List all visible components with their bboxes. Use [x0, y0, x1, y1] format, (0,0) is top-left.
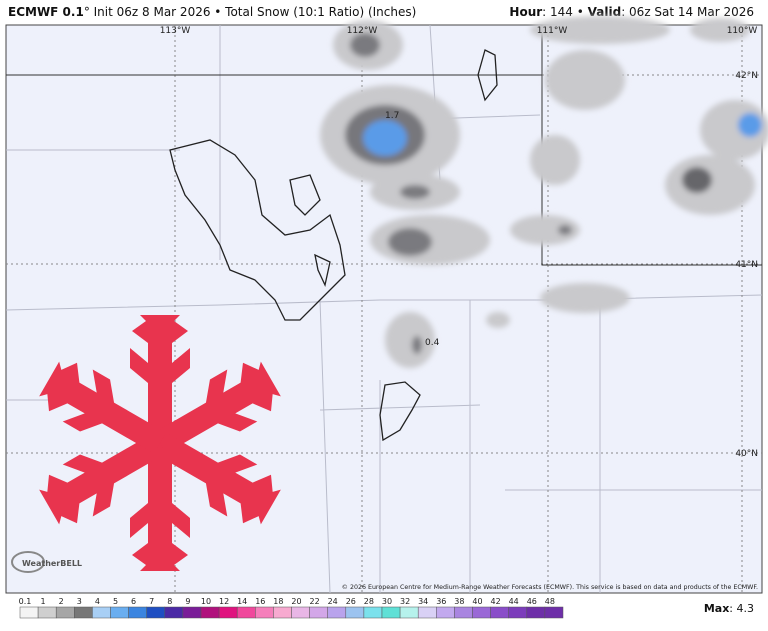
- legend-swatch: [363, 606, 383, 619]
- legend-label: 4: [95, 597, 100, 606]
- legend-swatch: [273, 606, 292, 619]
- legend-label: 12: [219, 597, 229, 606]
- legend-swatch: [146, 606, 166, 619]
- legend-swatch: [110, 606, 129, 619]
- legend-swatch: [490, 606, 509, 619]
- copyright: © 2026 European Centre for Medium-Range …: [342, 583, 758, 591]
- legend-swatch: [544, 606, 564, 619]
- legend-label: 9: [185, 597, 190, 606]
- logo-text: WeatherBELL: [22, 559, 82, 568]
- legend-label: 8: [167, 597, 172, 606]
- lon-label: 112°W: [347, 26, 378, 36]
- legend-swatch: [508, 606, 528, 619]
- legend-swatch: [236, 606, 256, 619]
- legend-label: 1: [41, 597, 46, 606]
- legend: 0.1 1 2 3 4 5 6 7 8 9 10 12 14 16 18 20 22 24 26 28 30 32 34 36…: [19, 597, 564, 619]
- legend-swatch: [327, 606, 347, 619]
- legend-swatch: [164, 606, 184, 619]
- legend-label: 18: [273, 597, 283, 606]
- legend-swatch: [37, 606, 57, 619]
- legend-swatch: [19, 606, 39, 619]
- legend-swatch: [454, 606, 473, 619]
- lon-label: 113°W: [160, 26, 191, 36]
- legend-label: 14: [237, 597, 247, 606]
- lake-outlines: [169, 49, 498, 442]
- valid-value: : 06z Sat 14 Mar 2026: [621, 5, 754, 19]
- legend-swatch: [55, 606, 75, 619]
- legend-label: 40: [472, 597, 482, 606]
- legend-swatch: [255, 606, 274, 619]
- legend-swatch: [526, 606, 546, 619]
- legend-label: 3: [77, 597, 82, 606]
- legend-label: 34: [418, 597, 428, 606]
- legend-label: 42: [491, 597, 501, 606]
- legend-swatch: [309, 606, 328, 619]
- legend-swatch: [436, 606, 455, 619]
- legend-label: 5: [113, 597, 118, 606]
- snow-field: [320, 16, 768, 368]
- legend-label: 28: [364, 597, 374, 606]
- lon-label: 111°W: [537, 26, 568, 36]
- legend-swatch: [200, 606, 220, 619]
- legend-label: 38: [454, 597, 464, 606]
- legend-swatch: [218, 606, 238, 619]
- value-label: 0.4: [425, 338, 440, 348]
- legend-label: 20: [291, 597, 301, 606]
- lat-label: 40°N: [735, 449, 758, 459]
- legend-swatch: [345, 606, 365, 619]
- legend-label: 48: [545, 597, 555, 606]
- legend-label: 44: [509, 597, 519, 606]
- legend-swatch: [399, 606, 419, 619]
- legend-label: 16: [255, 597, 265, 606]
- legend-swatch: [182, 606, 202, 619]
- header-right: Hour: 144 • Valid: 06z Sat 14 Mar 2026: [509, 0, 754, 24]
- legend-label: 30: [382, 597, 392, 606]
- legend-label: 2: [59, 597, 64, 606]
- lat-label: 41°N: [735, 260, 758, 270]
- value-label: 1.7: [385, 111, 399, 121]
- legend-label: 36: [436, 597, 446, 606]
- legend-label: 22: [310, 597, 320, 606]
- legend-label: 10: [201, 597, 211, 606]
- valid-label: Valid: [587, 5, 622, 19]
- legend-label: 26: [346, 597, 356, 606]
- legend-label: 0.1: [19, 597, 32, 606]
- lat-label: 42°N: [735, 71, 758, 81]
- legend-label: 24: [328, 597, 338, 606]
- legend-label: 32: [400, 597, 410, 606]
- header-left: ECMWF 0.1° Init 06z 8 Mar 2026 • Total S…: [8, 0, 416, 24]
- legend-label: 46: [527, 597, 537, 606]
- max-label: Max: [703, 602, 730, 615]
- legend-swatch: [128, 606, 147, 619]
- legend-swatch: [417, 606, 437, 619]
- run-info: ° Init 06z 8 Mar 2026 • Total Snow (10:1…: [83, 5, 417, 19]
- max-number: : 4.3: [729, 602, 754, 615]
- legend-swatch: [381, 606, 401, 619]
- hour-label: Hour: [509, 5, 543, 19]
- model-name: ECMWF 0.1: [8, 5, 84, 19]
- legend-swatch: [291, 606, 310, 619]
- max-value: Max: 4.3: [704, 602, 754, 615]
- hour-value: : 144 •: [542, 5, 588, 19]
- legend-label: 7: [149, 597, 154, 606]
- logo: WeatherBELL: [11, 551, 82, 573]
- legend-swatch: [74, 606, 93, 619]
- legend-swatch: [472, 606, 491, 619]
- state-borders: [6, 25, 762, 266]
- legend-label: 6: [131, 597, 136, 606]
- legend-swatch: [92, 606, 111, 619]
- lon-label: 110°W: [727, 26, 758, 36]
